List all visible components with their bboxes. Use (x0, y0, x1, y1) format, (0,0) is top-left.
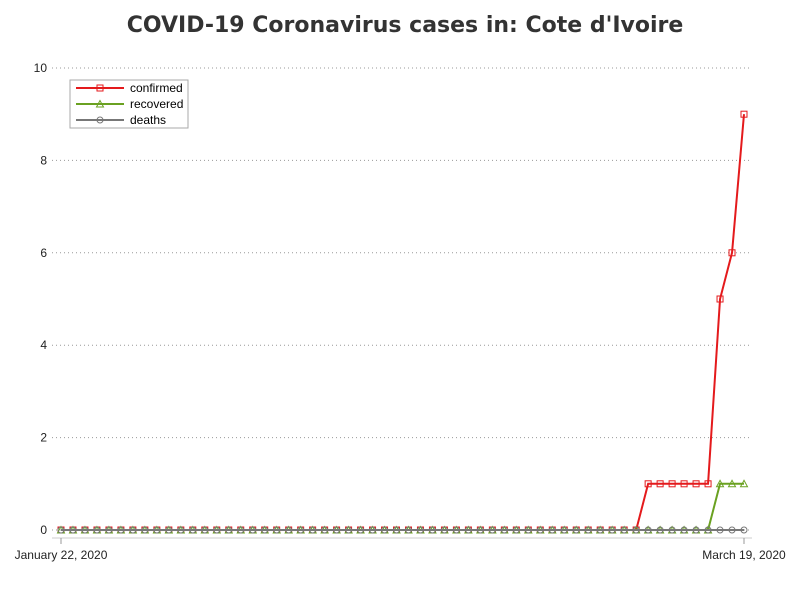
deaths-point (237, 526, 245, 534)
deaths-point (189, 526, 197, 534)
deaths-point (249, 526, 257, 534)
series-line-confirmed (61, 114, 745, 531)
y-tick-label: 0 (40, 523, 47, 537)
x-tick-label: January 22, 2020 (15, 548, 108, 562)
deaths-point (201, 526, 209, 534)
deaths-point (416, 526, 424, 534)
deaths-point (177, 526, 185, 534)
legend-label: recovered (130, 97, 183, 111)
deaths-point (285, 526, 293, 534)
confirmed-point (740, 110, 748, 118)
deaths-point (560, 526, 568, 534)
deaths-point (488, 526, 496, 534)
y-tick-label: 4 (40, 338, 47, 352)
legend-marker (96, 116, 104, 124)
deaths-point (608, 526, 616, 534)
x-tick-label: March 19, 2020 (702, 548, 786, 562)
deaths-point (333, 526, 341, 534)
deaths-point (357, 526, 365, 534)
deaths-point (69, 526, 77, 534)
deaths-point (464, 526, 472, 534)
legend-item-confirmed: confirmed (76, 81, 183, 95)
deaths-point (117, 526, 125, 534)
deaths-point (81, 526, 89, 534)
deaths-point (141, 526, 149, 534)
deaths-point (404, 526, 412, 534)
confirmed-point (692, 480, 700, 488)
recovered-point (727, 479, 737, 488)
deaths-point (668, 526, 676, 534)
deaths-point (500, 526, 508, 534)
legend-label: deaths (130, 113, 166, 127)
deaths-point (548, 526, 556, 534)
deaths-point (345, 526, 353, 534)
deaths-point (596, 526, 604, 534)
deaths-point (381, 526, 389, 534)
deaths-point (728, 526, 736, 534)
deaths-point (261, 526, 269, 534)
confirmed-point (680, 480, 688, 488)
deaths-point (572, 526, 580, 534)
deaths-point (165, 526, 173, 534)
deaths-point (105, 526, 113, 534)
deaths-point (309, 526, 317, 534)
chart-title: COVID-19 Coronavirus cases in: Cote d'Iv… (127, 13, 684, 38)
deaths-point (129, 526, 137, 534)
legend-marker (96, 84, 104, 92)
confirmed-point (644, 480, 652, 488)
deaths-point (428, 526, 436, 534)
series-deaths (57, 526, 748, 534)
deaths-point (452, 526, 460, 534)
deaths-point (369, 526, 377, 534)
deaths-point (620, 526, 628, 534)
deaths-point (153, 526, 161, 534)
legend: confirmed recovered deaths (69, 79, 189, 129)
deaths-point (393, 526, 401, 534)
deaths-point (740, 526, 748, 534)
deaths-point (692, 526, 700, 534)
deaths-point (680, 526, 688, 534)
deaths-point (536, 526, 544, 534)
y-tick-label: 8 (40, 153, 47, 167)
confirmed-point (716, 295, 724, 303)
series-recovered (56, 479, 749, 534)
recovered-point (715, 479, 725, 488)
confirmed-point (656, 480, 664, 488)
legend-marker (95, 99, 105, 108)
confirmed-point (704, 480, 712, 488)
y-tick-label: 2 (40, 431, 47, 445)
series-layer (56, 110, 749, 534)
deaths-point (57, 526, 65, 534)
deaths-point (524, 526, 532, 534)
deaths-point (213, 526, 221, 534)
confirmed-point (728, 249, 736, 257)
deaths-point (584, 526, 592, 534)
legend-item-deaths: deaths (76, 113, 166, 127)
recovered-point (739, 479, 749, 488)
grid-lines (52, 67, 752, 531)
deaths-point (321, 526, 329, 534)
legend-item-recovered: recovered (76, 97, 183, 111)
axes: 0 2 4 6 8 10 January 22, 2020 March 19, 2020 (15, 61, 786, 562)
y-tick-label: 10 (34, 61, 48, 75)
deaths-point (632, 526, 640, 534)
deaths-point (656, 526, 664, 534)
y-tick-label: 6 (40, 246, 47, 260)
deaths-point (644, 526, 652, 534)
deaths-point (704, 526, 712, 534)
deaths-point (512, 526, 520, 534)
series-confirmed (57, 110, 748, 534)
deaths-point (476, 526, 484, 534)
confirmed-point (668, 480, 676, 488)
deaths-point (273, 526, 281, 534)
legend-label: confirmed (130, 81, 183, 95)
deaths-point (225, 526, 233, 534)
deaths-point (440, 526, 448, 534)
deaths-point (93, 526, 101, 534)
deaths-point (716, 526, 724, 534)
deaths-point (297, 526, 305, 534)
